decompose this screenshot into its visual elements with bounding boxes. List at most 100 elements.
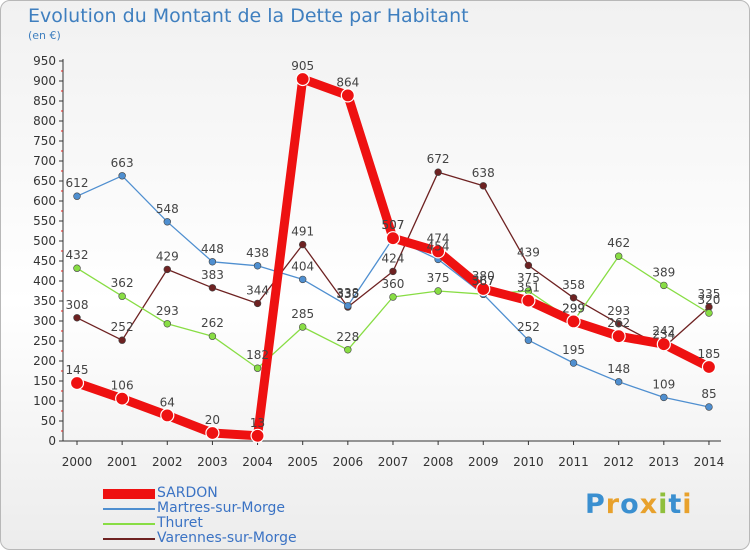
x-tick-label: 2009 [468, 455, 499, 469]
data-label: 454 [427, 239, 450, 253]
data-label: 548 [156, 202, 179, 216]
data-label: 424 [382, 251, 405, 265]
data-point [524, 336, 533, 344]
y-tick-label: 100 [33, 394, 56, 408]
data-label: 285 [291, 307, 314, 321]
x-tick-label: 2004 [242, 455, 273, 469]
data-point [701, 359, 717, 375]
data-point [479, 182, 487, 190]
data-label: 905 [291, 59, 314, 73]
data-point [118, 336, 126, 344]
data-point [431, 244, 446, 259]
data-label: 262 [607, 316, 630, 330]
data-point [73, 192, 81, 200]
data-label: 299 [562, 301, 585, 315]
data-point [163, 320, 171, 328]
data-label: 389 [652, 265, 675, 279]
y-tick-label: 500 [33, 234, 56, 248]
x-tick-label: 2012 [603, 455, 634, 469]
x-tick-label: 2013 [649, 455, 680, 469]
legend-label-varennes: Varennes-sur-Morge [157, 530, 297, 546]
legend-item-martres: Martres-sur-Morge [103, 501, 297, 516]
data-label: 64 [160, 395, 175, 409]
chart-legend: SARDON Martres-sur-Morge Thuret Varennes… [103, 486, 297, 546]
data-label: 182 [246, 348, 269, 362]
data-label: 491 [291, 225, 314, 239]
data-point [660, 281, 668, 290]
y-tick-label: 600 [33, 194, 56, 208]
data-label: 344 [246, 283, 269, 297]
x-tick-label: 2000 [62, 455, 93, 469]
data-label: 320 [698, 293, 721, 307]
data-point [118, 172, 126, 180]
legend-item-varennes: Varennes-sur-Morge [103, 531, 297, 546]
chart-subtitle: (en €) [28, 29, 61, 42]
data-label: 448 [201, 242, 224, 256]
y-tick-label: 750 [33, 134, 56, 148]
data-label: 383 [201, 268, 224, 282]
data-label: 106 [111, 379, 134, 393]
data-point [160, 408, 175, 423]
y-tick-label: 650 [33, 174, 56, 188]
data-label: 262 [201, 316, 224, 330]
data-point [521, 293, 536, 308]
x-tick-label: 2007 [378, 455, 409, 469]
data-label: 507 [382, 218, 405, 232]
data-point [295, 71, 310, 87]
data-point [389, 267, 397, 276]
data-label: 228 [336, 330, 359, 344]
data-label: 308 [66, 298, 89, 312]
data-point [614, 320, 623, 328]
data-label: 462 [607, 236, 630, 250]
x-tick-label: 2005 [287, 455, 318, 469]
data-label: 20 [205, 413, 220, 427]
y-tick-label: 900 [33, 74, 56, 88]
data-label: 299 [562, 301, 585, 315]
y-tick-label: 450 [33, 254, 56, 268]
x-tick-label: 2002 [152, 455, 183, 469]
y-tick-label: 250 [33, 334, 56, 348]
data-label: 367 [472, 274, 495, 288]
data-label: 13 [250, 416, 265, 430]
data-point [705, 309, 713, 317]
y-tick-label: 0 [48, 434, 56, 448]
data-point [385, 231, 401, 246]
proxiti-logo: Proxiti [585, 489, 693, 520]
data-point [253, 262, 262, 270]
data-label: 429 [156, 249, 179, 263]
data-label: 185 [698, 347, 721, 361]
data-point [115, 391, 130, 406]
data-point [611, 329, 626, 344]
data-point [299, 240, 307, 249]
legend-label-sardon: SARDON [157, 485, 218, 501]
data-label: 338 [336, 286, 359, 300]
data-point [69, 375, 85, 391]
data-label: 638 [472, 166, 495, 180]
legend-swatch-varennes [103, 537, 155, 540]
data-label: 252 [517, 320, 540, 334]
data-label: 195 [562, 343, 585, 357]
data-point [569, 294, 578, 302]
legend-swatch-martres [103, 507, 155, 510]
y-tick-label: 300 [33, 314, 56, 328]
data-label: 432 [66, 248, 89, 262]
data-label: 335 [336, 287, 359, 301]
data-label: 362 [111, 276, 134, 290]
y-tick-label: 700 [33, 154, 56, 168]
data-point [566, 314, 581, 329]
data-point [434, 168, 442, 176]
data-point [569, 359, 578, 367]
data-label: 367 [472, 274, 495, 288]
data-point [389, 293, 397, 301]
x-tick-label: 2006 [333, 455, 364, 469]
data-point [118, 292, 126, 300]
data-point [208, 258, 217, 266]
data-label: 404 [291, 259, 314, 273]
data-point [299, 275, 307, 284]
data-point [163, 265, 171, 274]
x-tick-label: 2010 [513, 455, 544, 469]
data-point [253, 364, 262, 372]
data-point [614, 378, 623, 386]
y-tick-label: 350 [33, 294, 56, 308]
data-label: 293 [156, 304, 179, 318]
